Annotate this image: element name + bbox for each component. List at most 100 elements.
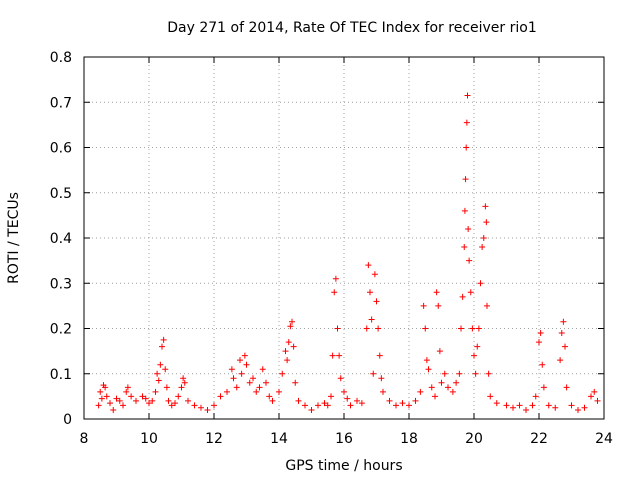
- data-point: [380, 388, 386, 395]
- data-point: [562, 343, 568, 350]
- data-point: [266, 393, 273, 400]
- data-point: [191, 402, 198, 409]
- data-point: [120, 402, 126, 409]
- data-point: [435, 302, 442, 309]
- data-point: [128, 393, 135, 400]
- data-point: [462, 176, 469, 183]
- data-point: [246, 379, 253, 386]
- data-point: [238, 370, 245, 377]
- data-point: [256, 384, 263, 391]
- data-point: [417, 388, 424, 395]
- data-point: [575, 406, 581, 413]
- data-point: [552, 404, 559, 411]
- data-point: [295, 397, 302, 404]
- data-point: [461, 207, 468, 214]
- data-point: [378, 375, 385, 382]
- chart-title: Day 271 of 2014, Rate Of TEC Index for r…: [167, 20, 537, 36]
- data-point: [97, 388, 104, 395]
- data-point: [149, 397, 156, 404]
- data-point: [482, 203, 489, 210]
- data-point: [545, 402, 552, 409]
- data-point: [433, 289, 440, 296]
- data-point: [358, 400, 365, 407]
- data-point: [217, 393, 224, 400]
- data-point: [503, 402, 510, 409]
- data-point: [285, 339, 292, 346]
- data-point: [157, 361, 164, 368]
- data-point: [406, 402, 412, 409]
- y-axis-label: ROTI / TECUs: [6, 192, 22, 284]
- data-point: [558, 330, 565, 337]
- data-point: [284, 357, 291, 364]
- data-point: [116, 397, 123, 404]
- data-point: [536, 339, 542, 346]
- data-point: [337, 375, 344, 382]
- data-point: [365, 262, 372, 269]
- x-tick-label: 14: [270, 431, 288, 447]
- data-point: [487, 393, 494, 400]
- data-point: [289, 318, 295, 325]
- data-point: [237, 357, 243, 364]
- data-point: [469, 325, 476, 332]
- data-point: [376, 352, 383, 359]
- data-point: [133, 397, 139, 404]
- data-point: [263, 379, 269, 386]
- x-tick-label: 18: [400, 431, 418, 447]
- x-tick-label: 22: [530, 431, 548, 447]
- data-point: [368, 316, 375, 323]
- data-point: [463, 119, 470, 126]
- y-tick-label: 0.6: [50, 141, 72, 157]
- data-point: [95, 402, 102, 409]
- x-tick-label: 12: [205, 431, 223, 447]
- data-point: [370, 370, 377, 377]
- data-point: [165, 397, 172, 404]
- data-point: [423, 357, 430, 364]
- data-point: [113, 395, 120, 402]
- data-point: [324, 402, 331, 409]
- data-point: [363, 325, 370, 332]
- data-point: [159, 343, 165, 350]
- data-point: [510, 404, 516, 411]
- data-point: [243, 361, 250, 368]
- data-point: [103, 393, 110, 400]
- data-point: [287, 323, 294, 330]
- data-point: [537, 330, 544, 337]
- data-point: [163, 384, 170, 391]
- y-tick-label: 0.4: [50, 231, 72, 247]
- data-point: [180, 375, 187, 382]
- data-point: [529, 402, 536, 409]
- data-point: [466, 257, 473, 264]
- data-point: [591, 388, 598, 395]
- y-tick-labels: 0 0.1 0.2 0.3 0.4 0.5 0.6 0.7 0.8: [50, 50, 72, 428]
- data-point: [463, 144, 470, 151]
- tick-marks: [83, 56, 605, 420]
- x-axis-label: GPS time / hours: [285, 458, 402, 474]
- data-point: [204, 406, 211, 413]
- data-point: [557, 357, 564, 364]
- y-tick-label: 0.8: [50, 50, 72, 66]
- data-point: [445, 384, 451, 391]
- y-tick-label: 0.7: [50, 95, 72, 111]
- data-point: [523, 406, 529, 413]
- grid-lines: [84, 57, 604, 419]
- data-point: [146, 400, 152, 407]
- data-point: [107, 400, 113, 407]
- data-point: [441, 370, 448, 377]
- data-point: [480, 235, 487, 241]
- data-point: [172, 400, 178, 407]
- data-point: [581, 404, 588, 411]
- data-point: [181, 379, 188, 386]
- data-point: [472, 370, 479, 377]
- data-point: [594, 397, 601, 404]
- data-point: [332, 275, 339, 282]
- data-point: [485, 370, 492, 377]
- y-tick-label: 0: [63, 412, 72, 428]
- data-point: [539, 361, 546, 368]
- data-point: [259, 366, 266, 373]
- y-tick-label: 0.1: [50, 367, 72, 383]
- x-tick-label: 24: [595, 431, 613, 447]
- data-point: [329, 352, 336, 359]
- data-point: [432, 393, 438, 400]
- data-point: [479, 244, 486, 251]
- data-point: [102, 384, 109, 391]
